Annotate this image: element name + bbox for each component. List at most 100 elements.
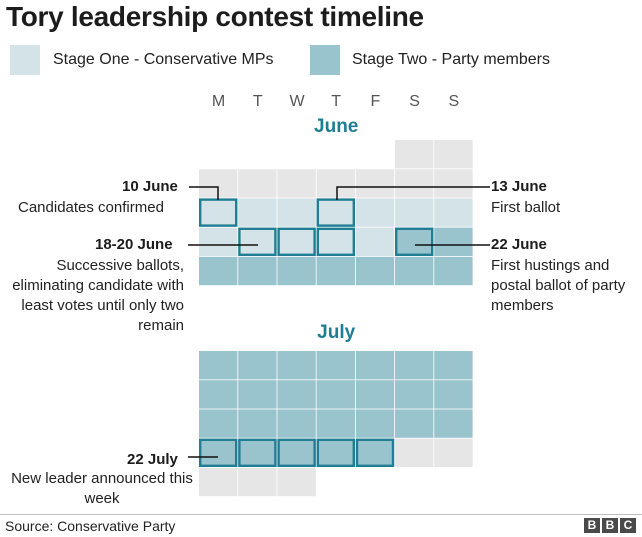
weekday-label: W (289, 93, 305, 110)
legend-swatch-stage-one (10, 45, 40, 75)
day-cell (355, 256, 395, 286)
day-cell (316, 351, 355, 380)
legend-swatch-stage-two (310, 45, 340, 75)
day-cell (355, 351, 395, 380)
day-cell (395, 140, 434, 169)
day-cell (434, 351, 473, 380)
day-cell (238, 467, 277, 497)
annotation-june-18-date: 18-20 June (95, 236, 173, 253)
annotation-june-13-date: 13 June (491, 178, 547, 195)
highlighted-day (277, 438, 316, 467)
annotation-june-10-text: Candidates confirmed (18, 199, 164, 216)
day-cell (199, 380, 238, 409)
day-cell (434, 438, 473, 467)
highlighted-day (316, 198, 355, 227)
day-cell (316, 438, 355, 467)
footer-divider (0, 514, 642, 515)
annotation-june-13-text: First ballot (491, 199, 561, 216)
month-label-june: June (314, 116, 358, 137)
weekday-label: S (448, 93, 459, 110)
highlighted-day (316, 438, 355, 467)
day-cell (434, 140, 473, 169)
day-cell (277, 438, 316, 467)
day-cell (395, 438, 434, 467)
day-cell (277, 380, 316, 409)
day-cell (395, 351, 434, 380)
day-cell (434, 198, 473, 227)
bbc-logo-letter-2: B (602, 518, 618, 533)
day-cell (355, 198, 395, 227)
day-cell (277, 409, 316, 438)
bbc-logo-letter-1: B (584, 518, 600, 533)
day-cell (355, 409, 395, 438)
day-cell (395, 198, 434, 227)
day-cell (277, 198, 316, 227)
day-cell (395, 409, 434, 438)
day-cell (316, 227, 355, 256)
day-cell (238, 351, 277, 380)
day-cell (238, 169, 277, 198)
day-cell (238, 256, 277, 286)
day-cell (238, 438, 277, 467)
day-cell (277, 227, 316, 256)
highlighted-day (198, 438, 238, 467)
annotation-july-22-date: 22 July (127, 451, 178, 468)
day-cell (316, 169, 355, 198)
day-cell (199, 351, 238, 380)
annotation-june-10-date: 10 June (122, 178, 178, 195)
weekday-label: T (253, 93, 263, 110)
bbc-logo: B B C (584, 518, 636, 533)
day-cell (238, 409, 277, 438)
day-cell (277, 467, 316, 497)
day-cell (277, 169, 316, 198)
day-cell (355, 227, 395, 256)
highlighted-day (238, 227, 277, 257)
highlighted-day (238, 438, 277, 467)
day-cell (355, 380, 395, 409)
day-cell (277, 256, 316, 286)
day-cell (199, 227, 238, 256)
day-cell (355, 169, 395, 198)
day-cell (316, 256, 355, 286)
day-cell (395, 227, 434, 256)
legend-label-stage-two: Stage Two - Party members (352, 51, 550, 68)
annotation-june-22-text: First hustings and postal ballot of part… (491, 257, 626, 314)
annotation-july-22-text: New leader announced this week (11, 470, 193, 507)
highlighted-day (277, 227, 316, 257)
day-cell (395, 380, 434, 409)
source-note: Source: Conservative Party (5, 518, 176, 534)
legend-label-stage-one: Stage One - Conservative MPs (53, 51, 274, 68)
day-cell (199, 409, 238, 438)
day-cell (316, 409, 355, 438)
day-cell (395, 169, 434, 198)
day-cell (316, 380, 355, 409)
weekday-label: M (212, 93, 225, 110)
day-cell (199, 198, 238, 227)
highlighted-day (316, 227, 355, 257)
month-label-july: July (317, 322, 355, 343)
weekday-label: T (331, 93, 341, 110)
day-cell (238, 227, 277, 256)
day-cell (199, 256, 238, 286)
day-cell (277, 351, 316, 380)
weekday-label: S (409, 93, 420, 110)
day-cell (199, 467, 238, 497)
day-cell (434, 169, 473, 198)
day-cell (316, 198, 355, 227)
day-cell (199, 438, 238, 467)
day-cell (238, 198, 277, 227)
annotation-june-22-date: 22 June (491, 236, 547, 253)
day-cell (434, 409, 473, 438)
weekday-label: F (371, 93, 381, 110)
highlighted-day (395, 227, 434, 257)
chart-title: Tory leadership contest timeline (6, 1, 424, 32)
day-cell (434, 256, 473, 286)
day-cell (355, 438, 395, 467)
annotation-june-18-text: Successive ballots, eliminating candidat… (12, 257, 184, 334)
highlighted-day (355, 438, 395, 467)
leader-line-june-10 (189, 186, 219, 200)
bbc-logo-letter-3: C (620, 518, 636, 533)
day-cell (434, 380, 473, 409)
day-cell (434, 227, 473, 256)
